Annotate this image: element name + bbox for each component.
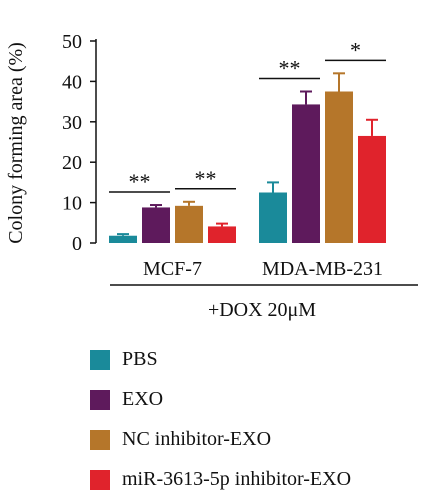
bar [325, 91, 353, 243]
y-tick-label: 10 [62, 193, 82, 215]
y-tick-label: 40 [62, 71, 82, 93]
bar [259, 192, 287, 243]
bar-chart: 0 10 20 30 40 50 Colony forming area (%) MCF-7 M… [5, 31, 418, 321]
significance-label: ** [279, 56, 301, 81]
bar [292, 104, 320, 243]
bar [109, 235, 137, 243]
legend-label-nc-inhibitor-exo: NC inhibitor-EXO [122, 428, 272, 450]
y-tick-label: 50 [62, 31, 82, 53]
y-tick-label: 0 [72, 233, 82, 255]
legend-item-pbs: PBS [90, 348, 158, 371]
treatment-label: +DOX 20μM [208, 299, 316, 321]
bar [208, 226, 236, 243]
legend-item-nc-inhibitor-exo: NC inhibitor-EXO [90, 428, 271, 451]
y-axis-title: Colony forming area (%) [5, 42, 27, 244]
bar [142, 207, 170, 243]
legend-swatch-pbs [90, 349, 110, 370]
legend-item-mir-inhibitor-exo: miR-3613-5p inhibitor-EXO [90, 468, 351, 491]
bar [358, 135, 386, 243]
legend-swatch-mir-inhibitor-exo [90, 469, 110, 490]
y-tick-label: 20 [62, 152, 82, 174]
y-tick-label: 30 [62, 112, 82, 134]
legend-label-pbs: PBS [122, 348, 158, 370]
significance-label: ** [195, 166, 217, 191]
legend-label-exo: EXO [122, 388, 164, 410]
significance-label: * [350, 37, 361, 62]
legend-swatch-exo [90, 389, 110, 410]
group-label: MDA-MB-231 [262, 258, 383, 280]
bar [175, 205, 203, 243]
significance-label: ** [129, 169, 151, 194]
legend-swatch-nc-inhibitor-exo [90, 429, 110, 450]
legend-item-exo: EXO [90, 388, 163, 411]
group-label: MCF-7 [143, 258, 202, 280]
legend-label-mir-inhibitor-exo: miR-3613-5p inhibitor-EXO [122, 468, 352, 490]
